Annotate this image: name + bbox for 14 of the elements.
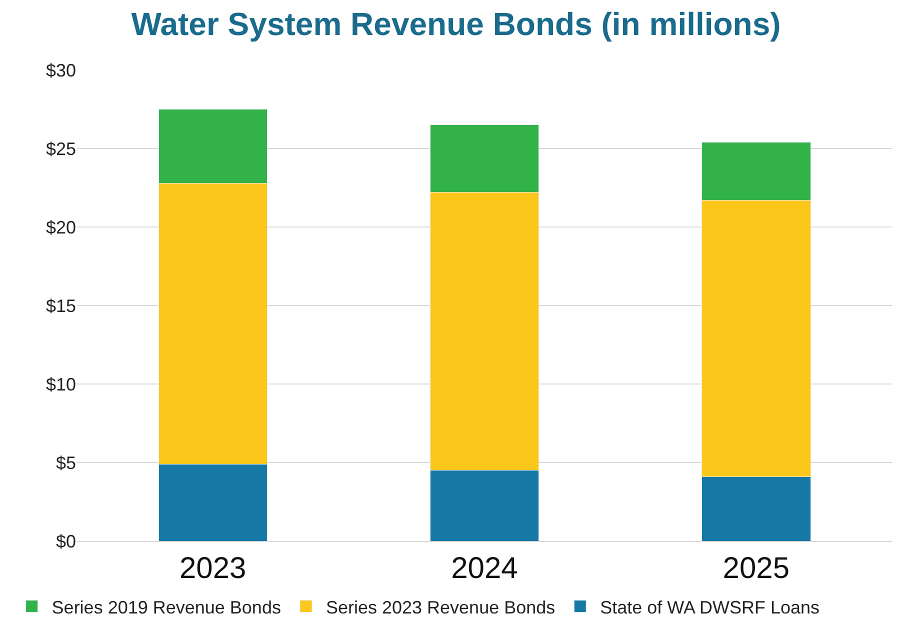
y-tick-label: $5 [56, 452, 76, 473]
chart-title: Water System Revenue Bonds (in millions) [131, 6, 781, 42]
y-tick-label: $25 [46, 138, 76, 159]
y-tick-label: $10 [46, 374, 76, 394]
y-tick-label: $20 [46, 217, 76, 238]
x-tick-label: 2025 [722, 552, 790, 585]
x-tick-label: 2023 [179, 552, 246, 585]
legend-label: Series 2023 Revenue Bonds [326, 597, 556, 618]
y-tick-label: $0 [56, 531, 76, 552]
legend-label: Series 2019 Revenue Bonds [52, 597, 281, 618]
legend-label: State of WA DWSRF Loans [600, 597, 820, 618]
y-tick-label: $15 [46, 296, 76, 316]
y-tick-label: $30 [46, 60, 76, 80]
x-tick-label: 2024 [451, 552, 518, 585]
